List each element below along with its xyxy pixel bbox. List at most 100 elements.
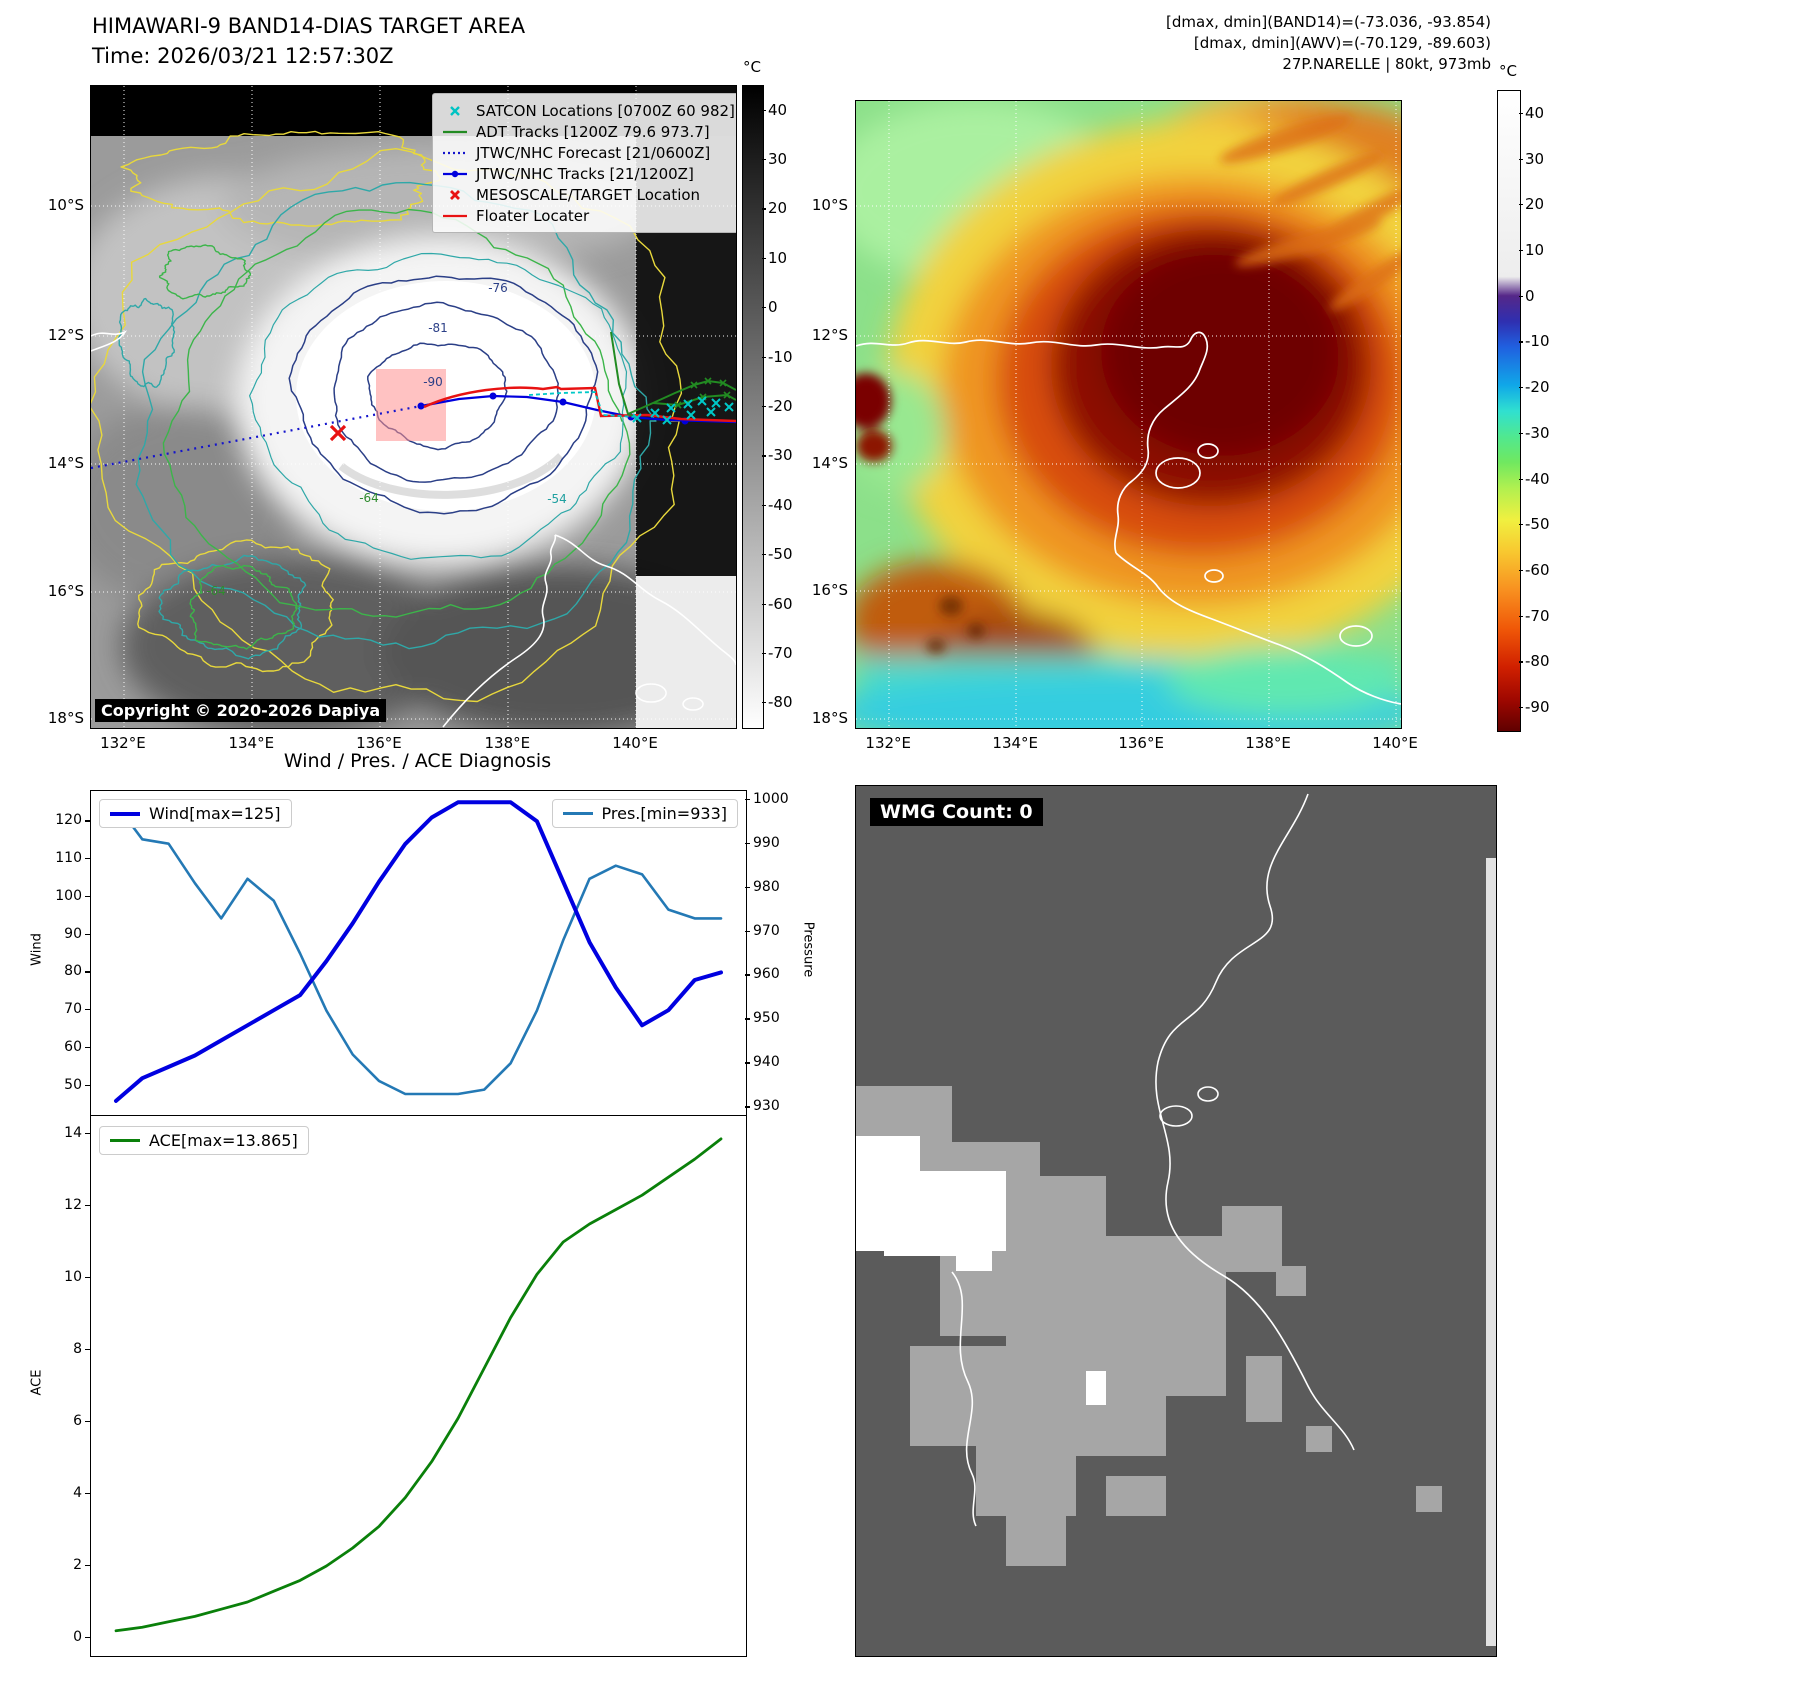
colorbar-tick-label: 40 [1525, 103, 1545, 122]
target-marker-icon [450, 189, 460, 200]
band14-map: SATCON Locations [0700Z 60 982] ADT Trac… [90, 85, 737, 729]
tick-mark [762, 159, 766, 161]
colorbar-tick-label: -10 [768, 347, 793, 366]
wmg-cold-mask [856, 1136, 1106, 1405]
wmg-map-image [856, 786, 1496, 1656]
axis-tick-label: 6 [73, 1413, 82, 1429]
legend-label: SATCON Locations [0700Z 60 982] [476, 101, 735, 120]
tick-mark [762, 603, 766, 605]
tick-mark [745, 930, 750, 932]
lon-tick-label: 138°E [484, 734, 531, 752]
colorbar-tick-label: -20 [1525, 378, 1550, 397]
tick-mark [1519, 707, 1523, 709]
tick-mark [1519, 387, 1523, 389]
axis-tick-label: 930 [753, 1098, 780, 1115]
ir-contour [162, 208, 631, 618]
copyright-label: Copyright © 2020-2026 Dapiya [95, 699, 387, 722]
data-series-line [114, 1137, 723, 1633]
tick-mark [85, 1565, 90, 1567]
wmg-panel: WMG Count: 0 [855, 785, 1497, 1657]
legend-item: MESOSCALE/TARGET Location [441, 184, 736, 205]
awv-header-line-1: [dmax, dmin](BAND14)=(-73.036, -93.854) [1166, 13, 1491, 31]
tick-mark [1519, 158, 1523, 160]
axis-tick-label: 10 [64, 1269, 82, 1285]
tick-mark [85, 1421, 90, 1423]
lat-tick-label: 18°S [47, 709, 84, 727]
target-area-box [376, 369, 446, 441]
wind-legend: Wind[max=125] [99, 799, 292, 828]
band14-coastline [91, 330, 736, 728]
lon-tick-label: 136°E [1118, 734, 1164, 752]
lon-tick-label: 136°E [356, 734, 402, 752]
lon-tick-label: 134°E [992, 734, 1039, 752]
wind-line-icon [110, 811, 140, 816]
ir-contour [249, 252, 628, 560]
tick-mark [762, 208, 766, 210]
colorbar-tick-label: -20 [768, 397, 793, 415]
legend-label: JTWC/NHC Forecast [21/0600Z] [476, 143, 711, 162]
band14-legend: SATCON Locations [0700Z 60 982] ADT Trac… [432, 93, 736, 233]
legend-item: ADT Tracks [1200Z 79.6 973.7] [441, 121, 736, 142]
colorbar-tick-label: -50 [1525, 515, 1550, 534]
awv-header: [dmax, dmin](BAND14)=(-73.036, -93.854) … [1050, 12, 1491, 75]
awv-map [855, 100, 1402, 729]
axis-tick-label: 2 [73, 1557, 82, 1573]
lat-tick-label: 10°S [811, 195, 848, 214]
ace-plot [114, 1137, 723, 1633]
awv-coastline [856, 331, 1401, 705]
tick-mark [745, 798, 750, 801]
tick-mark [745, 842, 750, 844]
axis-tick-label: 1000 [753, 790, 789, 807]
colorbar-tick-label: -60 [1525, 561, 1550, 579]
legend-label: MESOSCALE/TARGET Location [476, 185, 701, 204]
pres-legend-label: Pres.[min=933] [601, 804, 727, 823]
floater-line [423, 385, 736, 423]
ir-contour [333, 301, 560, 483]
satcon-path [528, 391, 638, 418]
colorbar-tick-label: -40 [768, 495, 793, 514]
band14-title: HIMAWARI-9 BAND14-DIAS TARGET AREA [92, 14, 526, 38]
tick-mark [1519, 341, 1523, 343]
contour-label: -54 [547, 492, 567, 506]
wmg-right-strip [1486, 858, 1496, 1646]
ir-contour [158, 554, 307, 660]
tick-mark [1519, 615, 1523, 617]
tick-mark [1519, 295, 1523, 297]
colorbar-tick-label: -60 [768, 594, 793, 613]
colorbar-tick-label: 20 [768, 199, 788, 218]
colorbar-tick-label: 30 [768, 150, 788, 169]
contour-label: -81 [428, 321, 448, 335]
wind-pres-plot [114, 800, 723, 1103]
colorbar-unit-label: °C [743, 58, 761, 76]
tick-mark [762, 652, 766, 655]
colorbar-tick-label: 10 [768, 248, 788, 267]
tick-mark [85, 820, 90, 822]
contour-label: -76 [488, 281, 508, 295]
colorbar-tick-label: -70 [768, 643, 793, 662]
ir-contour [137, 539, 334, 673]
tick-mark [85, 1637, 90, 1639]
colorbar-tick-label: -30 [1525, 423, 1550, 442]
colorbar-tick-label: -50 [768, 545, 793, 564]
ir-contour [158, 244, 252, 300]
axis-tick-label: 14 [64, 1125, 82, 1141]
tick-mark [1519, 250, 1523, 252]
axis-tick-label: 70 [64, 1001, 82, 1018]
tick-mark [85, 971, 90, 973]
lon-tick-label: 140°E [1372, 734, 1418, 752]
contour-label: -90 [423, 375, 443, 389]
ir-contour [189, 564, 298, 650]
contour-label: -64 [359, 491, 379, 505]
satcon-marker-icon [450, 105, 460, 116]
colorbar-tick-label: -40 [1525, 469, 1550, 488]
colorbar-tick-label: -80 [768, 693, 793, 712]
axis-tick-label: 12 [64, 1197, 82, 1213]
lon-tick-label: 140°E [612, 734, 658, 752]
colorbar-tick-label: -90 [1525, 698, 1550, 717]
mesoscale-target-marker [329, 424, 347, 442]
tick-mark [85, 1277, 90, 1279]
ace-line-icon [110, 1139, 140, 1142]
axis-tick-label: 120 [55, 812, 82, 829]
tick-mark [745, 886, 750, 888]
lon-tick-label: 132°E [865, 734, 912, 752]
